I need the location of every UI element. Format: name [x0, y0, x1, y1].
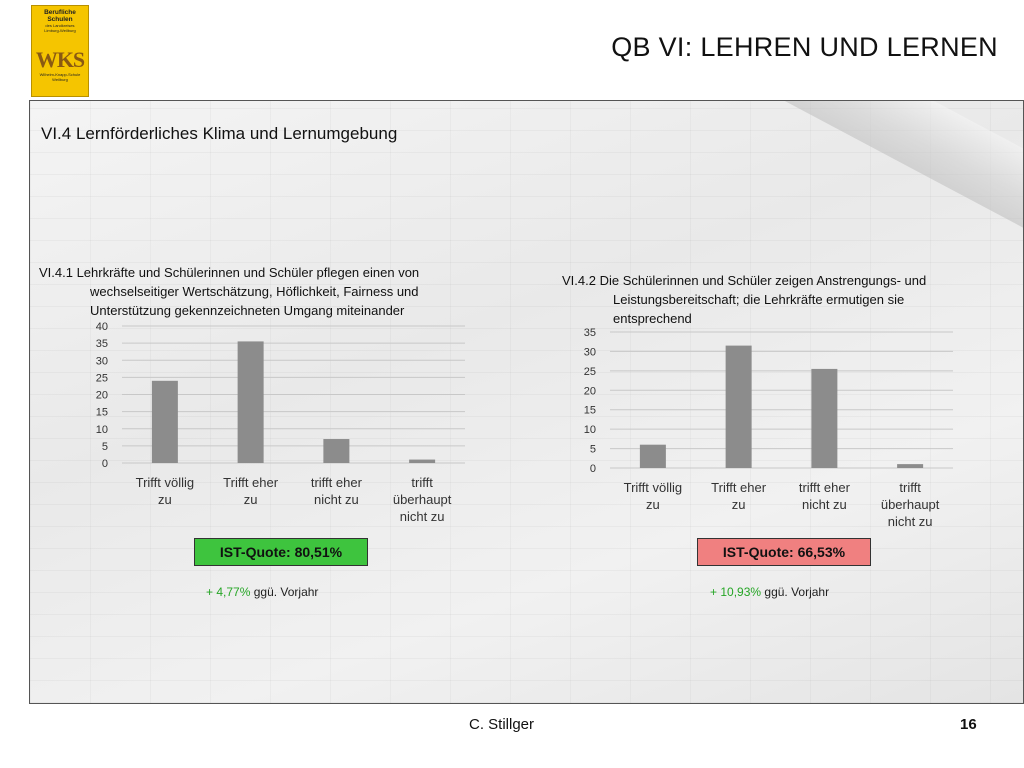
chart-1-x-category-label: nicht zu [314, 492, 359, 507]
chart-1-title: VI.4.1 Lehrkräfte und Schülerinnen und S… [39, 263, 529, 320]
chart-2-x-category-label: Trifft eher [711, 480, 767, 495]
logo-line-2: des Landkreises [45, 23, 75, 28]
chart-1-x-category-label: überhaupt [393, 492, 452, 507]
chart-2-y-tick-label: 10 [584, 424, 596, 436]
content-frame [29, 100, 1024, 704]
chart-2-x-category-label: nicht zu [802, 497, 847, 512]
chart-2-x-category-label: Trifft völlig [624, 480, 683, 495]
chart-1-x-category-label: Trifft völlig [136, 475, 195, 490]
chart-2-x-category-label: nicht zu [888, 514, 933, 529]
chart-1-bar-4 [409, 459, 436, 463]
chart-2-y-tick-label: 35 [584, 327, 596, 339]
school-logo: Berufliche Schulen des Landkreises Limbu… [31, 5, 89, 97]
chart-2-y-tick-label: 5 [590, 444, 596, 456]
chart-1-delta-value: + 4,77% [206, 585, 251, 599]
chart-1-bar-1 [151, 380, 178, 463]
logo-bottom-1: Wilhelm-Knapp-Schule [39, 72, 81, 77]
footer-author: C. Stillger [469, 716, 535, 733]
chart-1-x-category-label: zu [244, 492, 258, 507]
chart-1-y-tick-label: 0 [102, 458, 108, 470]
chart-1-quota-badge: IST-Quote: 80,51% [194, 538, 368, 566]
chart-1-y-tick-label: 40 [96, 321, 108, 333]
chart-1-y-tick-label: 25 [96, 372, 108, 384]
chart-1-title-line-3: Unterstützung gekennzeichneten Umgang mi… [90, 303, 405, 318]
chart-1-x-category-label: trifft eher [311, 475, 363, 490]
chart-2-title-line-1: VI.4.2 Die Schülerinnen und Schüler zeig… [562, 273, 927, 288]
chart-2-y-tick-label: 30 [584, 346, 596, 358]
logo-bottom-2: Weilburg [52, 76, 68, 82]
section-title: VI.4 Lernförderliches Klima und Lernumge… [41, 124, 398, 143]
chart-2-x-category-label: trifft eher [799, 480, 851, 495]
chart-2-y-tick-label: 15 [584, 405, 596, 417]
chart-2-x-category-label: zu [646, 497, 660, 512]
chart-1-y-tick-label: 35 [96, 338, 108, 350]
chart-2-delta-value: + 10,93% [710, 585, 762, 599]
chart-2-delta: + 10,93% ggü. Vorjahr [710, 585, 829, 599]
chart-1-delta: + 4,77% ggü. Vorjahr [206, 585, 318, 599]
chart-1-y-tick-label: 30 [96, 355, 108, 367]
chart-1-y-tick-label: 5 [102, 441, 108, 453]
chart-2-quota-badge: IST-Quote: 66,53% [697, 538, 871, 566]
chart-2-y-tick-label: 25 [584, 366, 596, 378]
chart-1-bar-2 [237, 341, 264, 463]
chart-1-x-category-label: Trifft eher [223, 475, 279, 490]
chart-2-title-line-2: Leistungsbereitschaft; die Lehrkräfte er… [613, 292, 905, 307]
logo-line-1: Berufliche Schulen [44, 9, 76, 23]
chart-1-y-tick-label: 15 [96, 407, 108, 419]
chart-1-x-category-label: nicht zu [400, 509, 445, 524]
chart-1-x-category-label: zu [158, 492, 172, 507]
slide-title: QB VI: LEHREN UND LERNEN [611, 32, 998, 62]
chart-2-x-category-label: überhaupt [881, 497, 940, 512]
chart-2-bar-2 [725, 345, 752, 468]
logo-mark: WKS [35, 47, 85, 72]
page-number: 16 [960, 716, 977, 733]
chart-2-delta-text: ggü. Vorjahr [764, 585, 830, 599]
chart-2-bar-4 [897, 464, 924, 468]
chart-1-delta-text: ggü. Vorjahr [253, 585, 319, 599]
chart-2-y-tick-label: 20 [584, 385, 596, 397]
chart-2-title-line-3: entsprechend [613, 311, 692, 326]
chart-1-y-tick-label: 10 [96, 424, 108, 436]
chart-2-bar-3 [811, 368, 838, 468]
chart-2-x-category-label: trifft [899, 480, 921, 495]
chart-2-bar-1 [639, 444, 666, 468]
logo-line-3: Limburg-Weilburg [44, 28, 76, 33]
chart-1-x-category-label: trifft [411, 475, 433, 490]
chart-2-x-category-label: zu [732, 497, 746, 512]
chart-1-y-tick-label: 20 [96, 390, 108, 402]
chart-2-title: VI.4.2 Die Schülerinnen und Schüler zeig… [562, 271, 1022, 328]
chart-1-title-line-1: VI.4.1 Lehrkräfte und Schülerinnen und S… [39, 265, 420, 280]
chart-1-bar-3 [323, 439, 350, 463]
chart-1-title-line-2: wechselseitiger Wertschätzung, Höflichke… [90, 284, 419, 299]
chart-2-y-tick-label: 0 [590, 463, 596, 475]
